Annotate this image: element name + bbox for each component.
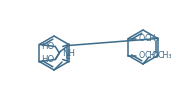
Text: CH₃: CH₃	[144, 34, 159, 43]
Text: CH₃: CH₃	[144, 51, 159, 60]
Text: O: O	[151, 50, 157, 60]
Text: F: F	[65, 55, 70, 64]
Text: CH₃: CH₃	[157, 50, 171, 60]
Text: NH: NH	[62, 49, 75, 58]
Text: HO: HO	[42, 55, 55, 64]
Text: HO: HO	[42, 42, 55, 51]
Text: O: O	[138, 51, 145, 60]
Text: O: O	[138, 34, 145, 43]
